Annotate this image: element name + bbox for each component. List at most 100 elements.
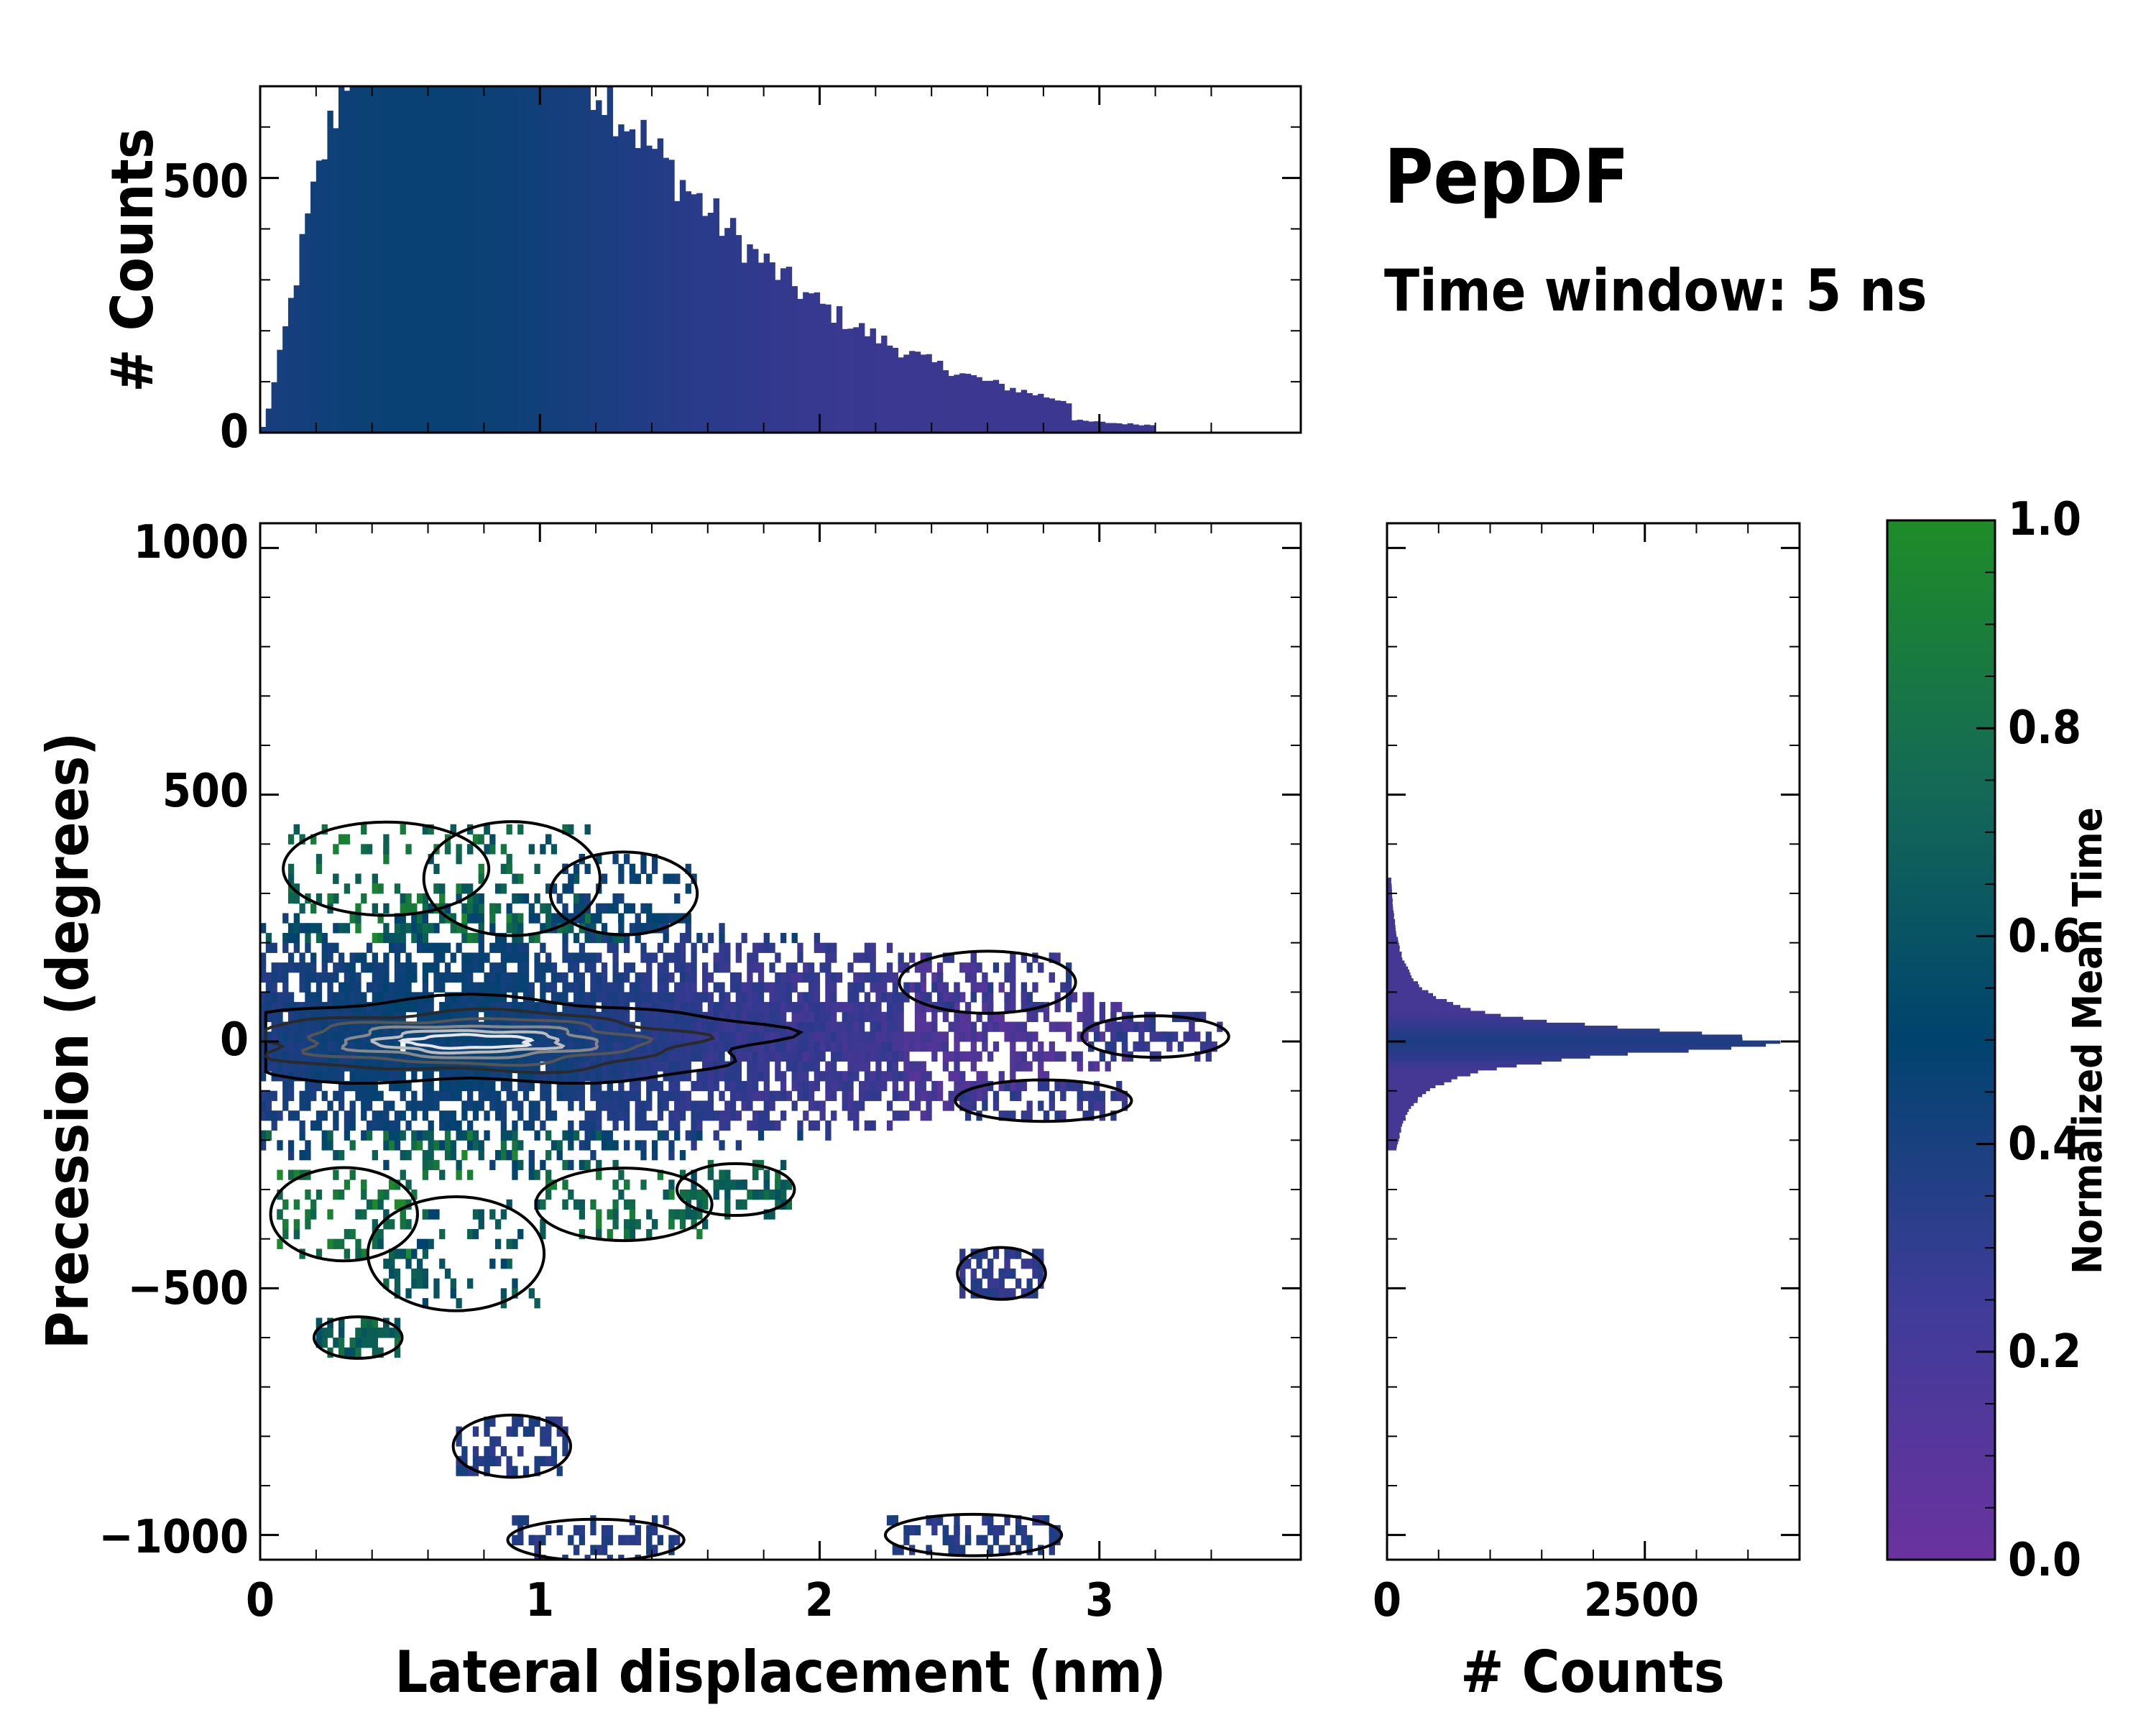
heatmap-cell: [512, 1169, 518, 1180]
heatmap-cell: [512, 1011, 518, 1023]
heatmap-cell: [333, 1338, 339, 1348]
contour-line: [898, 949, 1077, 1015]
heatmap-cell: [428, 903, 434, 914]
heatmap-cell: [383, 1159, 390, 1171]
heatmap-cell: [926, 1100, 932, 1111]
heatmap-cell: [635, 932, 641, 944]
heatmap-cell: [299, 923, 305, 934]
heatmap-cell: [450, 1110, 456, 1121]
heatmap-cell: [1038, 962, 1044, 973]
top-hist-bar: [372, 86, 379, 433]
heatmap-cell: [679, 1169, 686, 1180]
heatmap-cell: [596, 1021, 602, 1032]
heatmap-cell: [702, 1100, 709, 1111]
main-xtick-label-2: 2: [805, 1574, 834, 1627]
top-hist-bar: [1060, 400, 1067, 433]
heatmap-cell: [590, 1041, 596, 1052]
heatmap-cell: [757, 1051, 765, 1062]
heatmap-cell: [416, 1259, 423, 1269]
heatmap-cell: [629, 1071, 636, 1082]
top-hist-bar: [383, 86, 390, 433]
heatmap-cell: [948, 1021, 954, 1032]
heatmap-cell: [277, 1238, 283, 1249]
heatmap-cell: [646, 952, 653, 963]
heatmap-cell: [729, 1041, 737, 1052]
heatmap-cell: [601, 923, 608, 934]
heatmap-cell: [321, 1041, 328, 1052]
heatmap-cell: [444, 1002, 451, 1013]
heatmap-cell: [315, 1120, 323, 1131]
heatmap-cell: [579, 1199, 586, 1210]
right-hist-bar: [1387, 1108, 1409, 1113]
heatmap-cell: [1110, 1051, 1117, 1062]
heatmap-cell: [803, 972, 809, 983]
heatmap-cell: [892, 1110, 898, 1121]
heatmap-cell: [914, 1011, 921, 1023]
heatmap-cell: [562, 1041, 568, 1052]
heatmap-cell: [657, 1100, 664, 1111]
heatmap-cell: [327, 1061, 333, 1072]
heatmap-cell: [864, 992, 871, 1003]
heatmap-cell: [836, 1002, 843, 1013]
colorbar-tick-label-04: 0.4: [2008, 1118, 2081, 1171]
heatmap-cell: [361, 1002, 367, 1013]
top-hist-bar: [992, 380, 1000, 433]
heatmap-cell: [355, 923, 361, 934]
contour-line: [675, 1162, 796, 1218]
heatmap-cell: [674, 1110, 681, 1121]
heatmap-cell: [366, 1199, 373, 1210]
right-hist-bar: [1387, 1013, 1501, 1018]
heatmap-cell: [287, 1021, 295, 1032]
heatmap-cell: [685, 913, 691, 924]
heatmap-cell: [287, 1080, 295, 1092]
heatmap-cell: [472, 1426, 479, 1437]
heatmap-cell: [489, 992, 496, 1003]
heatmap-cell: [517, 923, 524, 934]
heatmap-cell: [405, 972, 412, 983]
heatmap-cell: [685, 1071, 691, 1082]
heatmap-cell: [870, 972, 876, 983]
heatmap-cell: [265, 1090, 272, 1101]
heatmap-cell: [321, 942, 328, 953]
heatmap-cell: [550, 913, 558, 924]
heatmap-cell: [556, 1524, 563, 1536]
heatmap-cell: [640, 863, 647, 875]
heatmap-cell: [293, 1110, 300, 1121]
heatmap-cell: [260, 1110, 267, 1121]
heatmap-cell: [685, 1051, 691, 1062]
heatmap-cell: [920, 952, 926, 963]
heatmap-cell: [478, 863, 484, 875]
heatmap-cell: [959, 1090, 966, 1101]
heatmap-cell: [494, 1110, 502, 1121]
heatmap-cell: [1127, 1021, 1133, 1032]
heatmap-cell: [970, 1278, 977, 1289]
contour-line: [282, 820, 491, 917]
heatmap-cell: [702, 1031, 709, 1042]
heatmap-cell: [556, 972, 563, 983]
heatmap-cell: [534, 1455, 540, 1467]
heatmap-cell: [1038, 1268, 1044, 1279]
heatmap-cell: [287, 1090, 295, 1101]
heatmap-cell: [545, 1061, 552, 1072]
heatmap-cell: [333, 1110, 339, 1121]
heatmap-cell: [305, 932, 311, 944]
heatmap-cell: [550, 1446, 558, 1457]
heatmap-cell: [299, 1130, 305, 1141]
heatmap-cell: [450, 1278, 456, 1289]
heatmap-cell: [478, 1080, 484, 1092]
heatmap-cell: [696, 1110, 703, 1121]
heatmap-cell: [1144, 1041, 1151, 1052]
heatmap-cell: [433, 1159, 440, 1171]
heatmap-cell: [372, 1041, 378, 1052]
heatmap-cell: [439, 1071, 446, 1082]
heatmap-cell: [315, 1061, 323, 1072]
heatmap-cell: [1004, 1515, 1010, 1526]
heatmap-cell: [596, 1545, 602, 1555]
heatmap-cell: [875, 992, 882, 1003]
heatmap-cell: [646, 1021, 653, 1032]
heatmap-cell: [545, 913, 552, 924]
heatmap-cell: [724, 1100, 731, 1111]
heatmap-cell: [769, 1190, 775, 1200]
heatmap-cell: [747, 1120, 753, 1131]
heatmap-cell: [1010, 1080, 1016, 1092]
